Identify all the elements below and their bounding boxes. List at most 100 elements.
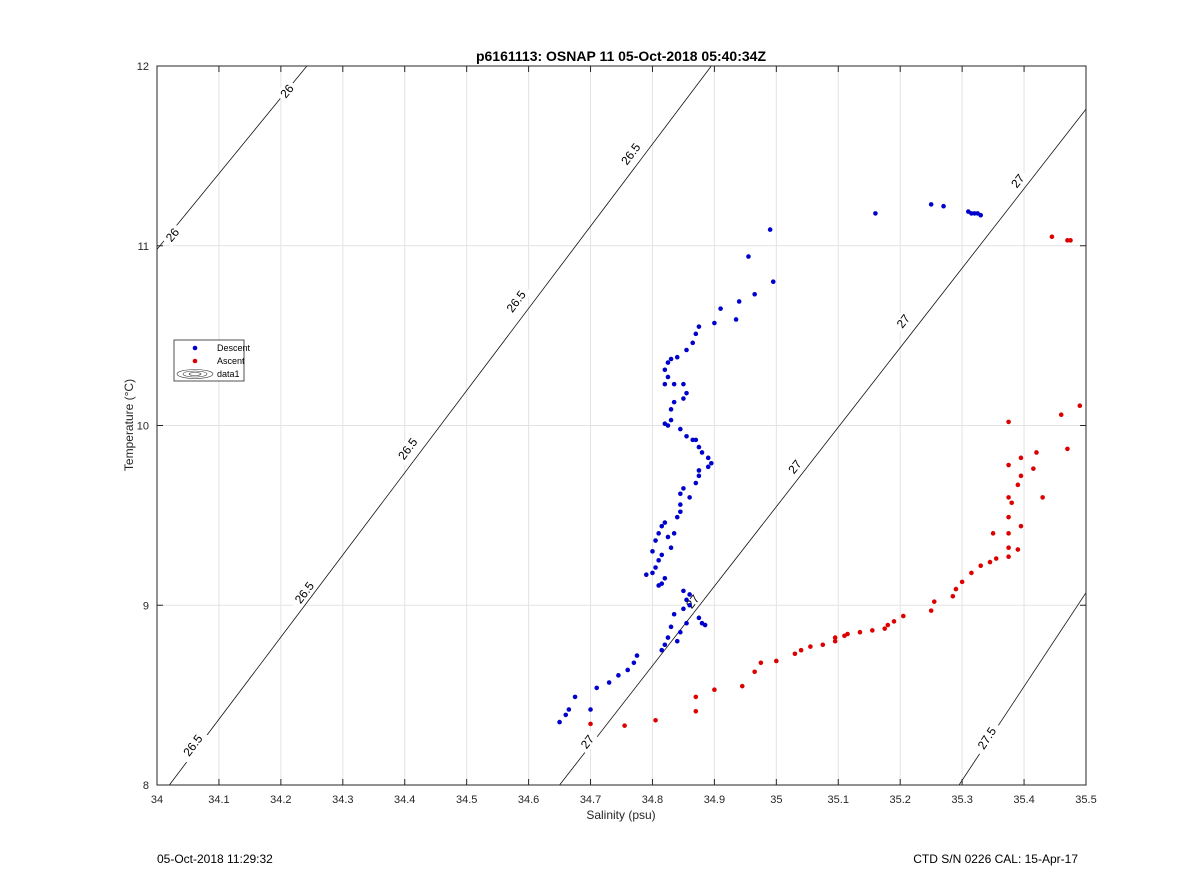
x-axis-label: Salinity (psu) (586, 808, 655, 822)
y-tick-label: 8 (143, 780, 149, 792)
y-tick-label: 10 (137, 421, 149, 433)
descent-point (659, 552, 665, 558)
descent-point (634, 653, 640, 658)
descent-point (662, 381, 668, 387)
descent-point (662, 642, 668, 648)
ascent-point (1077, 403, 1083, 409)
descent-point (705, 464, 711, 470)
ascent-point (1018, 473, 1024, 479)
descent-point (752, 291, 757, 297)
descent-point (681, 486, 686, 491)
x-tick-label: 35.4 (1013, 794, 1034, 806)
ascent-point (1018, 523, 1024, 529)
density-contour-label: 26 (275, 78, 299, 104)
ascent-point (1058, 412, 1064, 418)
descent-point (681, 396, 686, 401)
density-contour-label: 27 (575, 729, 600, 755)
legend-data1-label: data1 (217, 369, 240, 379)
ascent-point (758, 660, 764, 666)
ascent-point (931, 599, 937, 604)
y-tick-label: 9 (143, 600, 149, 612)
descent-point (606, 680, 612, 685)
descent-point (941, 203, 946, 209)
x-tick-label: 34.2 (270, 794, 291, 806)
descent-point (594, 685, 600, 691)
descent-point (687, 495, 692, 500)
instrument-calibration: CTD S/N 0226 CAL: 15-Apr-17 (913, 852, 1078, 866)
descent-point (709, 460, 714, 466)
descent-point (662, 520, 668, 525)
ascent-point (792, 651, 798, 657)
descent-point (696, 468, 702, 473)
chart-title: p6161113: OSNAP 11 05-Oct-2018 05:40:34Z (476, 48, 766, 64)
ascent-point (1009, 500, 1014, 506)
legend-descent-marker (192, 345, 198, 351)
descent-point (678, 629, 683, 635)
ascent-point (993, 556, 999, 561)
descent-point (668, 417, 674, 423)
x-tick-label: 34.3 (332, 794, 353, 806)
ascent-point (987, 559, 993, 565)
ascent-point (693, 709, 699, 714)
descent-point (681, 606, 686, 612)
descent-point (678, 426, 683, 432)
ascent-point (653, 717, 658, 723)
x-tick-label: 35.1 (828, 794, 849, 806)
density-contour-label: 27.5 (971, 720, 1003, 757)
x-tick-label: 34.4 (394, 794, 415, 806)
legend-ascent-marker (192, 358, 198, 364)
ascent-point (1006, 419, 1011, 425)
x-tick-label: 34.5 (456, 794, 477, 806)
ascent-point (1006, 495, 1011, 500)
descent-point (625, 667, 630, 673)
ascent-point (990, 531, 996, 536)
descent-point (674, 514, 680, 520)
ascent-point (808, 644, 813, 649)
descent-point (678, 491, 683, 497)
descent-point (928, 202, 934, 207)
descent-point (681, 588, 686, 594)
descent-point (702, 622, 708, 628)
ascent-point (882, 626, 888, 631)
y-tick-label: 12 (137, 61, 149, 73)
density-contour-27 (559, 108, 1086, 785)
descent-point (563, 712, 569, 718)
descent-point (678, 509, 683, 515)
ascent-point (969, 570, 974, 576)
descent-point (671, 531, 677, 536)
ascent-point (622, 723, 627, 728)
ascent-point (832, 638, 838, 644)
descent-point (736, 299, 742, 304)
ascent-point (1034, 450, 1039, 455)
ascent-point (798, 647, 804, 653)
descent-point (659, 647, 665, 653)
descent-point (696, 473, 702, 479)
descent-point (718, 306, 723, 311)
legend-descent-label: Descent (217, 343, 251, 353)
descent-point (705, 455, 711, 461)
x-tick-label: 35.5 (1075, 794, 1096, 806)
legend-box (173, 339, 245, 382)
descent-point (978, 212, 984, 218)
ascent-point (1068, 238, 1073, 243)
ascent-point (693, 694, 699, 700)
x-tick-label: 35.3 (951, 794, 972, 806)
descent-point (588, 707, 593, 712)
y-tick-label: 11 (138, 241, 149, 253)
descent-point (684, 347, 689, 353)
legend-ascent-label: Ascent (217, 356, 245, 366)
ascent-point (953, 586, 959, 592)
descent-point (693, 480, 699, 486)
y-axis-ticks: 8 9 10 11 12 (137, 61, 1086, 792)
descent-point (671, 381, 677, 387)
ascent-point (891, 619, 897, 624)
descent-point (671, 611, 677, 617)
descent-point (668, 407, 674, 412)
descent-point (733, 317, 739, 322)
descent-point (557, 719, 562, 725)
descent-point (684, 433, 689, 439)
y-axis-label: Temperature (°C) (122, 379, 136, 471)
ascent-point (845, 631, 850, 637)
ascent-point (1015, 547, 1021, 552)
descent-point (662, 575, 668, 581)
